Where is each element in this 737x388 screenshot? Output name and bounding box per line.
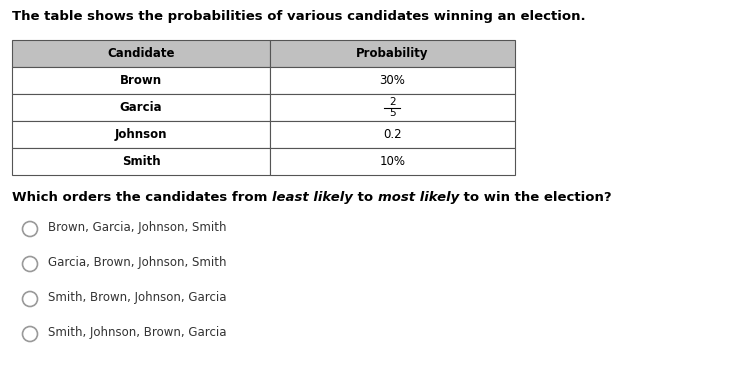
Text: Probability: Probability [356, 47, 429, 60]
Text: 10%: 10% [380, 155, 405, 168]
Bar [12, 121, 270, 148]
Text: 2: 2 [389, 97, 396, 107]
Bar [12, 67, 270, 94]
Text: to win the election?: to win the election? [459, 191, 612, 204]
Text: Smith: Smith [122, 155, 161, 168]
Text: Johnson: Johnson [115, 128, 167, 141]
Text: Brown: Brown [120, 74, 162, 87]
Text: least likely: least likely [272, 191, 353, 204]
Bar [270, 121, 515, 148]
Text: Garcia: Garcia [119, 101, 162, 114]
Text: to: to [353, 191, 377, 204]
Bar [270, 148, 515, 175]
Text: Smith, Johnson, Brown, Garcia: Smith, Johnson, Brown, Garcia [48, 326, 226, 339]
Text: Brown, Garcia, Johnson, Smith: Brown, Garcia, Johnson, Smith [48, 221, 226, 234]
Bar [270, 67, 515, 94]
Bar [270, 94, 515, 121]
Text: Garcia, Brown, Johnson, Smith: Garcia, Brown, Johnson, Smith [48, 256, 226, 269]
Text: 0.2: 0.2 [383, 128, 402, 141]
Text: 30%: 30% [380, 74, 405, 87]
Bar [12, 94, 270, 121]
Text: most likely: most likely [377, 191, 459, 204]
Text: Smith, Brown, Johnson, Garcia: Smith, Brown, Johnson, Garcia [48, 291, 226, 304]
Bar [12, 148, 270, 175]
Text: The table shows the probabilities of various candidates winning an election.: The table shows the probabilities of var… [12, 10, 586, 23]
Text: Which orders the candidates from: Which orders the candidates from [12, 191, 272, 204]
Text: Candidate: Candidate [108, 47, 175, 60]
Bar [270, 40, 515, 67]
Bar [12, 40, 270, 67]
Text: 5: 5 [389, 108, 396, 118]
